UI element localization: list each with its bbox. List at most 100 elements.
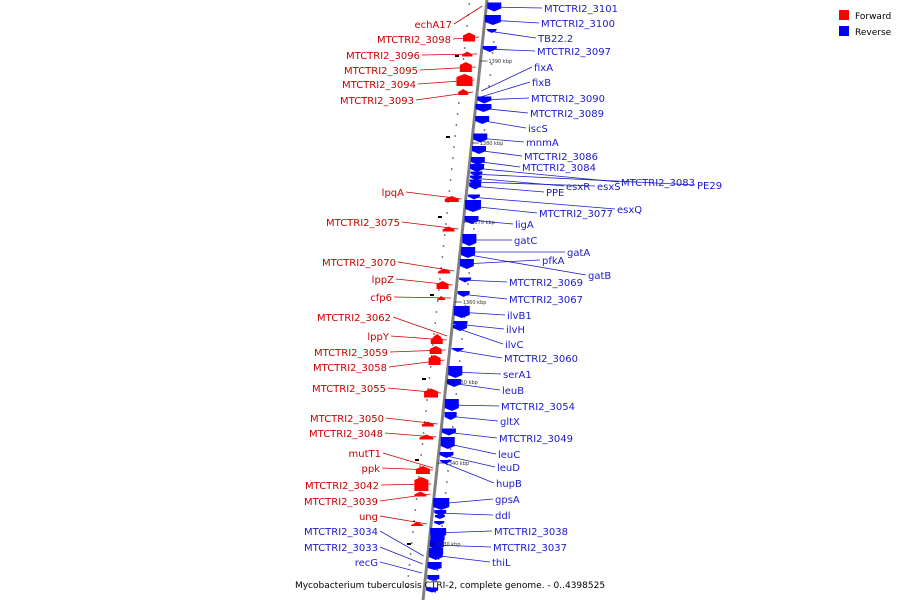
reverse-gene-ilvc [453,325,468,331]
gene-label-ung: ung [359,512,378,523]
gene-label-ilvh: ilvH [506,325,525,336]
gene-label-mtctri2-3067: MTCTRI2_3067 [509,295,583,306]
gene-label-ppk: ppk [362,464,381,475]
gene-label-mtctri2-3049: MTCTRI2_3049 [499,434,573,445]
forward-gene-mtctri2-3048 [419,434,434,440]
connector-mtctri2-3062 [392,316,448,337]
reverse-gene-pfka [459,259,474,269]
reverse-gene-esxr [470,175,483,181]
scale-label: 1380 kbp [480,141,504,147]
reverse-gene-gatc [462,234,477,246]
reverse-gene-mtctri2-3084 [470,157,485,165]
forward-gene-mtctri2-3070 [438,268,451,274]
connector-ung [379,515,428,525]
scale-label: 1340 kbp [446,461,470,467]
gene-label-gltx: gltX [500,417,520,428]
gene-label-cfp6: cfp6 [370,293,392,304]
gene-label-mnma: mnmA [526,138,559,149]
reverse-gene-mtctri2-3077 [465,200,482,212]
connector-hupb [441,461,495,484]
gene-label-mtctri2-3090: MTCTRI2_3090 [531,94,605,105]
gene-label-mtctri2-3086: MTCTRI2_3086 [524,152,598,163]
tick-dash [430,294,434,296]
connector-esxs [471,181,596,187]
tick-dash [446,136,450,138]
reverse-gene-minor [434,521,445,525]
scale-label: 1350 kbp [454,380,478,386]
forward-gene-lppz [436,281,449,289]
forward-gene-mtctri2-3058 [428,355,441,365]
gene-label-mtctri2-3100: MTCTRI2_3100 [541,19,615,30]
gene-label-recg: recG [355,558,378,569]
gene-label-mtctri2-3101: MTCTRI2_3101 [544,4,618,15]
gene-label-mtctri2-3083: MTCTRI2_3083 [621,178,695,189]
connector-fixa [481,66,533,92]
gene-label-lppy: lppY [367,332,389,343]
forward-gene-ppk [415,466,430,474]
connector-mtctri2-3060 [453,349,503,359]
gene-label-tb22-2: TB22.2 [537,34,573,45]
reverse-gene-minor [434,515,445,519]
reverse-gene-tb22-2 [486,29,497,33]
scale-label: 1370 kbp [471,220,495,226]
reverse-gene-minor [429,548,444,556]
reverse-gene-mtctri2-3067 [457,291,470,297]
gene-label-gata: gatA [567,248,590,259]
reverse-gene-minor [427,562,442,570]
forward-gene-mtctri2-3096 [462,51,473,57]
legend-label-forward: Forward [855,12,891,22]
forward-gene-ung [411,522,424,526]
gene-label-leud: leuD [497,463,520,474]
gene-label-mtctri2-3034: MTCTRI2_3034 [304,527,378,538]
gene-label-mtctri2-3077: MTCTRI2_3077 [539,209,613,220]
gene-label-ilvb1: ilvB1 [507,311,532,322]
gene-label-mtctri2-3070: MTCTRI2_3070 [322,258,396,269]
reverse-gene-ppe [469,182,482,190]
gene-label-mtctri2-3095: MTCTRI2_3095 [344,66,418,77]
legend-label-reverse: Reverse [855,28,892,38]
reverse-gene-pe29 [470,171,483,177]
reverse-gene-mnma [473,133,488,143]
gene-label-mtctri2-3096: MTCTRI2_3096 [346,51,420,62]
gene-label-esxq: esxQ [617,205,642,216]
gene-label-mtctri2-3050: MTCTRI2_3050 [310,414,384,425]
tick-dash [407,543,411,545]
legend: Forward Reverse [839,10,892,38]
connector-pe29 [472,173,696,186]
gene-label-liga: ligA [515,220,534,231]
forward-gene-mtctri2-3055 [424,388,439,398]
connector-ppe [471,185,545,193]
connector-mtctri2-3034 [379,530,424,557]
gene-label-mtctri2-3039: MTCTRI2_3039 [304,497,378,508]
gene-label-echa17: echA17 [414,20,452,31]
connector-gatb [463,253,587,276]
reverse-gene-gatb [460,250,475,258]
connector-mutt1 [382,452,434,469]
scale-label: 1360 kbp [463,300,487,306]
reverse-gene-ddl [434,510,447,516]
reverse-gene-esxq [467,194,480,200]
gene-label-mtctri2-3042: MTCTRI2_3042 [305,481,379,492]
reverse-gene-gltx [444,412,457,420]
reverse-gene-leuc [440,437,455,449]
gene-label-hupb: hupB [496,479,522,490]
reverse-gene-minor [426,587,439,593]
gene-label-mtctri2-3062: MTCTRI2_3062 [317,313,391,324]
gene-label-fixa: fixA [534,63,553,74]
gene-label-mtctri2-3075: MTCTRI2_3075 [326,218,400,229]
reverse-gene-leud [439,452,454,458]
gene-label-sera1: serA1 [503,370,532,381]
gene-label-mutt1: mutT1 [349,449,381,460]
reverse-gene-mtctri2-3060 [451,348,464,352]
reverse-gene-mtctri2-3101 [487,2,502,12]
gene-label-mtctri2-3055: MTCTRI2_3055 [312,384,386,395]
forward-gene-mtctri2-3050 [421,421,434,427]
forward-gene-mtctri2-3075 [442,226,455,232]
gene-label-mtctri2-3037: MTCTRI2_3037 [493,543,567,554]
gene-label-lpqa: lpqA [382,188,404,199]
gene-label-pfka: pfkA [542,256,565,267]
connector-mtctri2-3033 [379,546,423,565]
forward-gene-lpqa [444,196,459,202]
gene-label-pe29: PE29 [697,181,722,192]
gene-label-lppz: lppZ [372,275,394,286]
